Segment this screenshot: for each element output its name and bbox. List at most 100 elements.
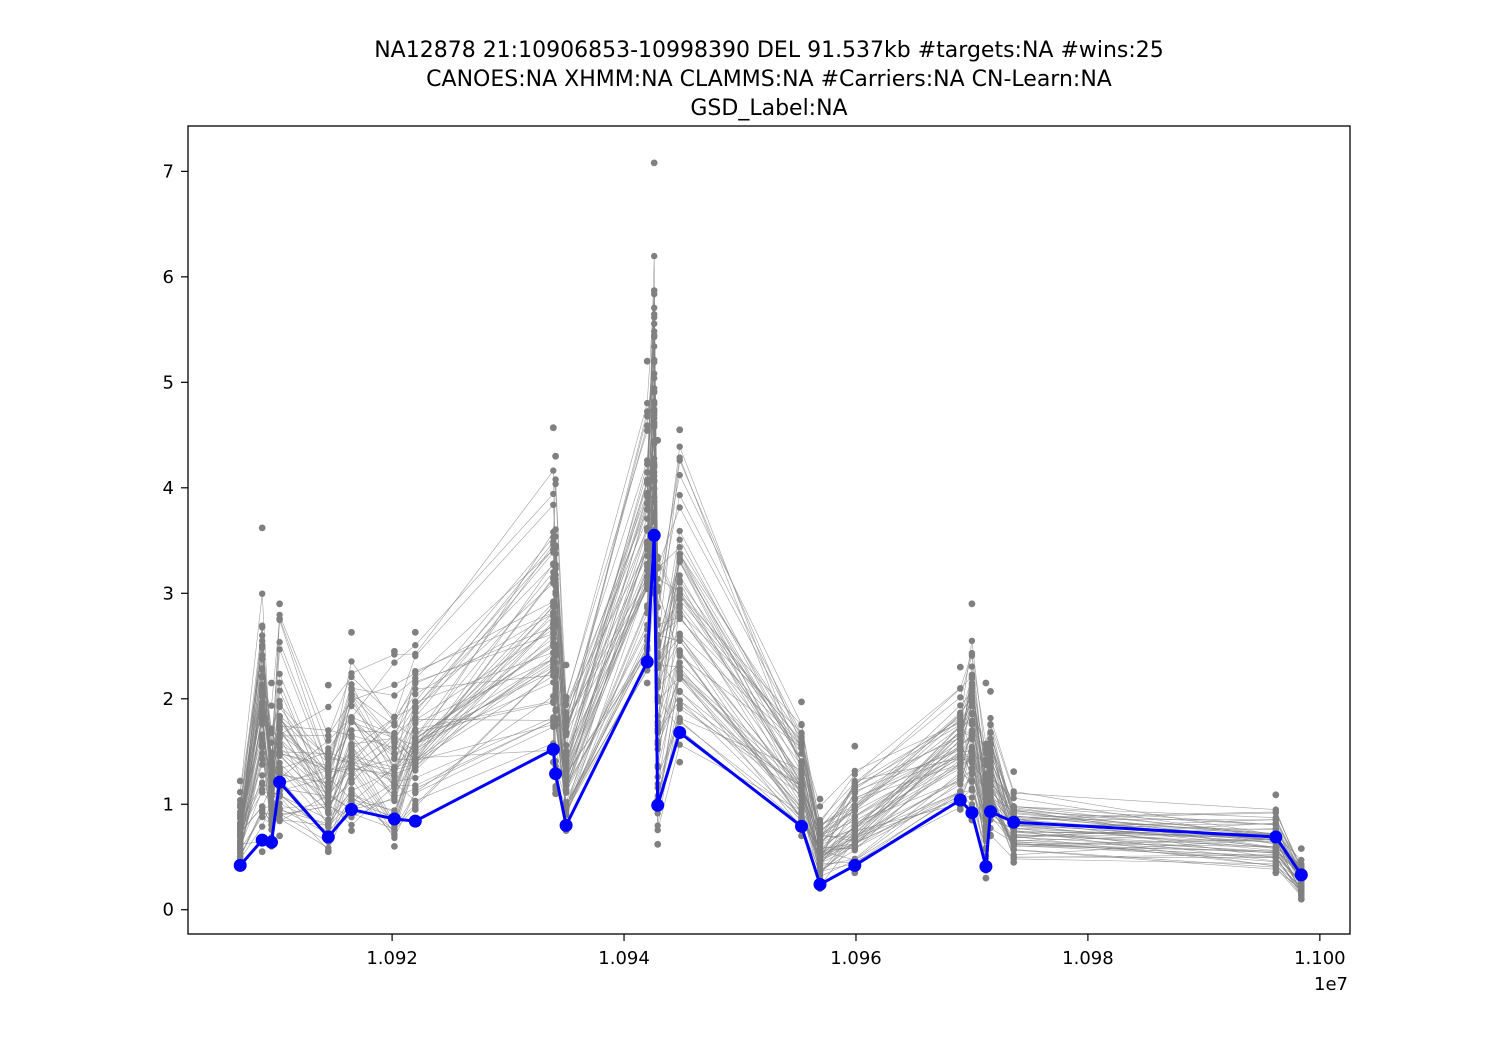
background-sample-point xyxy=(411,628,419,636)
background-sample-point xyxy=(982,788,990,796)
background-sample-point xyxy=(391,659,398,666)
background-sample-point xyxy=(676,601,683,609)
background-sample-point xyxy=(562,763,570,770)
background-sample-point xyxy=(552,480,559,488)
highlight-series-point xyxy=(984,805,997,819)
background-sample-point xyxy=(676,558,683,566)
background-sample-point xyxy=(391,772,398,780)
background-sample-point xyxy=(325,790,332,797)
background-sample-point xyxy=(550,665,557,672)
highlight-series-point xyxy=(979,860,993,873)
background-sample-point xyxy=(550,679,557,686)
background-sample-point xyxy=(1272,791,1280,799)
background-sample-point xyxy=(798,783,805,790)
background-sample-point xyxy=(550,602,557,609)
background-sample-point xyxy=(562,693,570,701)
background-sample-point xyxy=(268,761,275,769)
background-sample-point xyxy=(968,727,976,734)
background-sample-point xyxy=(651,388,658,395)
background-sample-point xyxy=(412,642,419,649)
background-sample-point xyxy=(654,810,661,817)
background-sample-point xyxy=(957,721,964,729)
background-sample-point xyxy=(1297,895,1305,903)
highlight-series-point xyxy=(1294,868,1308,882)
background-sample-point xyxy=(968,688,976,696)
background-sample-point xyxy=(391,782,398,789)
background-sample-point xyxy=(644,489,651,497)
background-sample-point xyxy=(549,424,557,432)
highlight-series-point xyxy=(321,830,335,844)
background-sample-point xyxy=(968,753,976,760)
background-sample-point xyxy=(550,467,557,474)
background-sample-point xyxy=(562,779,570,786)
highlight-series-point xyxy=(1007,815,1021,829)
background-sample-point xyxy=(1298,882,1305,890)
background-sample-point xyxy=(957,748,964,755)
background-sample-point xyxy=(237,812,244,820)
background-sample-point xyxy=(957,765,964,772)
background-sample-point xyxy=(348,779,355,786)
background-sample-point xyxy=(798,804,805,812)
background-sample-point xyxy=(1010,794,1017,802)
background-sample-point xyxy=(651,311,658,318)
x-tick-label: 1.094 xyxy=(598,948,650,969)
background-sample-point xyxy=(676,758,684,766)
background-sample-point xyxy=(268,770,275,777)
background-sample-point xyxy=(562,661,570,669)
background-sample-point xyxy=(676,714,683,722)
background-sample-point xyxy=(348,827,355,834)
background-sample-point xyxy=(259,655,266,663)
background-sample-point xyxy=(651,287,658,294)
background-sample-point xyxy=(391,827,398,834)
axes-frame xyxy=(187,125,1351,935)
background-sample-point xyxy=(259,721,266,728)
background-sample-point xyxy=(259,781,266,788)
background-sample-point xyxy=(651,422,658,429)
chart-title-line-1: NA12878 21:10906853-10998390 DEL 91.537k… xyxy=(374,38,1164,63)
background-sample-point xyxy=(348,690,355,698)
background-sample-point xyxy=(259,736,266,744)
background-sample-point xyxy=(851,831,858,838)
y-tick-label: 4 xyxy=(163,478,174,499)
background-sample-point xyxy=(644,515,651,522)
background-sample-point xyxy=(391,832,398,839)
background-sample-point xyxy=(268,739,275,746)
background-sample-point xyxy=(391,750,398,757)
background-sample-point xyxy=(676,591,683,598)
background-sample-point xyxy=(276,638,283,646)
background-sample-point xyxy=(968,770,976,777)
background-sample-point xyxy=(562,718,570,726)
background-sample-points xyxy=(236,159,1305,903)
background-sample-point xyxy=(1010,788,1017,795)
background-sample-point xyxy=(651,320,658,327)
y-tick-label: 0 xyxy=(163,900,174,921)
background-sample-point xyxy=(391,843,398,850)
background-sample-point xyxy=(676,659,683,666)
background-sample-point xyxy=(1010,803,1017,810)
background-sample-point xyxy=(325,745,332,752)
background-sample-point xyxy=(1298,856,1305,864)
background-sample-point xyxy=(654,436,662,444)
background-sample-point xyxy=(259,590,266,597)
background-sample-point xyxy=(412,774,419,782)
background-sample-point xyxy=(391,647,398,655)
background-sample-point xyxy=(957,769,964,776)
background-sample-point xyxy=(987,777,994,785)
background-sample-point xyxy=(552,716,559,724)
background-sample-point xyxy=(325,801,332,808)
chart-title: NA12878 21:10906853-10998390 DEL 91.537k… xyxy=(374,38,1164,121)
highlight-series-point xyxy=(647,528,661,542)
background-sample-point xyxy=(348,759,355,767)
background-sample-point xyxy=(816,839,824,846)
x-tick-label: 1.100 xyxy=(1294,948,1346,969)
background-sample-point xyxy=(325,703,332,711)
background-sample-point xyxy=(325,762,332,769)
background-sample-point xyxy=(676,454,683,461)
background-sample-point xyxy=(798,698,805,706)
background-sample-point xyxy=(676,586,683,593)
background-sample-point xyxy=(644,422,651,429)
background-sample-point xyxy=(644,574,651,581)
plot-area xyxy=(233,159,1308,903)
background-sample-point xyxy=(957,727,964,735)
highlight-series-point xyxy=(345,803,358,816)
